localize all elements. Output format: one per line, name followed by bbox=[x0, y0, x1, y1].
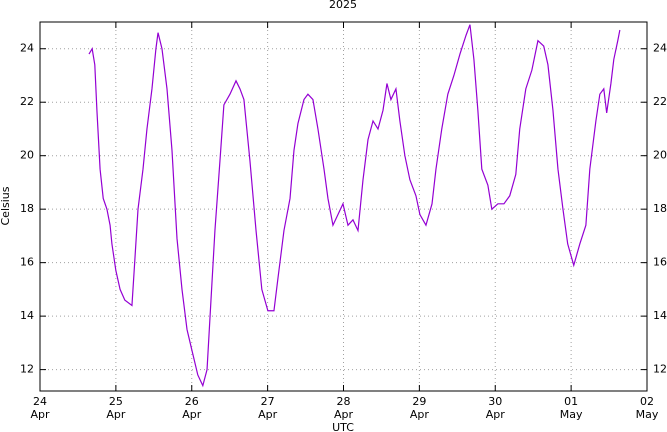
x-tick-label: 25 bbox=[109, 395, 123, 408]
x-tick-label: Apr bbox=[334, 408, 354, 421]
x-tick-label: May bbox=[636, 408, 659, 421]
plot-border bbox=[39, 21, 648, 392]
chart-title: 2025 bbox=[329, 0, 357, 11]
x-tick-label: May bbox=[560, 408, 583, 421]
y-tick-label: 18 bbox=[653, 202, 667, 215]
x-tick-label: 28 bbox=[337, 395, 351, 408]
y-tick-label: 16 bbox=[653, 256, 667, 269]
y-tick-label: 16 bbox=[20, 256, 34, 269]
y-tick-label: 12 bbox=[653, 363, 667, 376]
x-tick-label: 02 bbox=[640, 395, 654, 408]
y-tick-label: 12 bbox=[20, 363, 34, 376]
x-tick-label: 27 bbox=[261, 395, 275, 408]
y-tick-label: 20 bbox=[20, 149, 34, 162]
x-tick-label: 29 bbox=[412, 395, 426, 408]
y-axis-label: Celsius bbox=[0, 186, 12, 225]
y-tick-label: 22 bbox=[20, 95, 34, 108]
x-tick-label: 30 bbox=[488, 395, 502, 408]
data-line bbox=[88, 24, 621, 388]
y-tick-label: 22 bbox=[653, 95, 667, 108]
x-tick-label: Apr bbox=[258, 408, 278, 421]
x-tick-label: Apr bbox=[106, 408, 126, 421]
x-tick-label: 01 bbox=[564, 395, 578, 408]
x-tick-label: 26 bbox=[185, 395, 199, 408]
x-tick-label: 24 bbox=[33, 395, 47, 408]
y-tick-label: 14 bbox=[653, 309, 667, 322]
x-tick-label: Apr bbox=[182, 408, 202, 421]
x-tick-label: Apr bbox=[30, 408, 50, 421]
y-tick-label: 20 bbox=[653, 149, 667, 162]
x-tick-label: Apr bbox=[410, 408, 430, 421]
y-tick-label: 24 bbox=[20, 42, 34, 55]
x-tick-label: Apr bbox=[486, 408, 506, 421]
y-tick-label: 24 bbox=[653, 42, 667, 55]
y-tick-label: 14 bbox=[20, 309, 34, 322]
x-axis-label: UTC bbox=[332, 421, 354, 432]
y-tick-label: 18 bbox=[20, 202, 34, 215]
